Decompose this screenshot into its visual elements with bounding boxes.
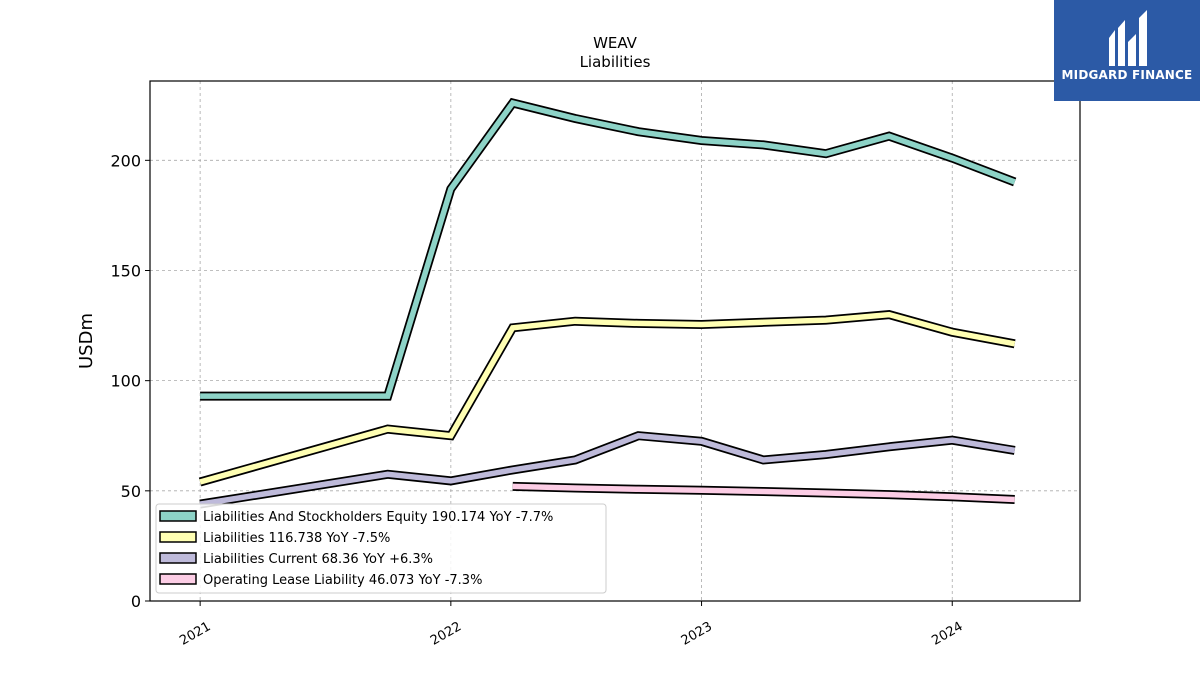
legend-swatch (159, 510, 197, 522)
x-tick-label: 2021 (177, 619, 213, 649)
y-tick-label: 100 (110, 372, 141, 391)
series-outline-liabilities-and-stockholders-equity (200, 97, 1017, 401)
y-tick-label: 200 (110, 151, 141, 170)
series-line-operating-lease-liability (512, 483, 1015, 503)
series-line-liabilities-and-stockholders-equity (200, 99, 1016, 399)
y-axis-label: USDm (76, 313, 97, 369)
legend-label: Liabilities And Stockholders Equity 190.… (203, 510, 553, 525)
logo-text: MIDGARD FINANCE (1061, 68, 1193, 82)
legend-swatch (159, 573, 197, 585)
legend-swatch (159, 531, 197, 543)
x-axis: 2021 2022 2023 2024 (177, 601, 966, 649)
x-tick-label: 2024 (929, 619, 965, 649)
series-line-liabilities (199, 311, 1016, 485)
plot-frame (149, 80, 1081, 602)
x-tick-label: 2023 (679, 619, 715, 649)
legend-label: Liabilities Current 68.36 YoY +6.3% (203, 552, 433, 567)
brand-logo: MIDGARD FINANCE (1054, 0, 1200, 101)
y-tick-label: 150 (110, 261, 141, 280)
logo-mark-icon (1109, 10, 1147, 66)
legend: Liabilities And Stockholders Equity 190.… (155, 503, 607, 594)
legend-frame (155, 503, 607, 594)
legend-label: Liabilities 116.738 YoY -7.5% (203, 531, 390, 546)
series-layer (198, 97, 1017, 509)
y-axis: 0 50 100 150 200 (110, 151, 150, 611)
y-tick-label: 0 (131, 592, 141, 611)
series-line-liabilities-current (199, 432, 1016, 507)
y-tick-label: 50 (121, 482, 141, 501)
legend-swatch (159, 552, 197, 564)
legend-label: Operating Lease Liability 46.073 YoY -7.… (203, 573, 482, 588)
chart-subtitle: Liabilities (580, 53, 651, 71)
x-tick-label: 2022 (428, 619, 464, 649)
chart-title: WEAV (593, 34, 638, 52)
